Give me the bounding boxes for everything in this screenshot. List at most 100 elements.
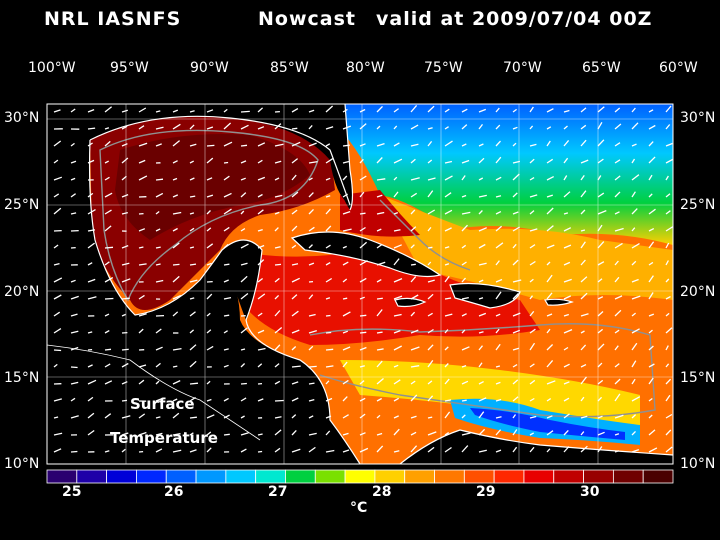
wind-vector xyxy=(342,125,352,130)
wind-vector xyxy=(325,365,334,368)
wind-vector xyxy=(580,107,587,113)
wind-vector xyxy=(87,159,95,164)
wind-vector xyxy=(274,123,282,130)
wind-vector xyxy=(580,276,588,283)
wind-vector xyxy=(410,365,420,368)
wind-vector xyxy=(495,381,501,385)
land-mexico-central-america xyxy=(47,104,360,464)
model-name: NRL IASNFS xyxy=(44,8,182,30)
wind-vector xyxy=(614,242,623,249)
wind-vector xyxy=(223,348,229,351)
wind-vector xyxy=(614,159,621,164)
wind-vector xyxy=(563,109,570,113)
wind-vector xyxy=(546,430,554,436)
wind-vector xyxy=(648,174,653,181)
wind-vector xyxy=(274,326,283,334)
wind-vector xyxy=(138,313,147,317)
wind-vector xyxy=(495,225,503,232)
wind-vector xyxy=(563,139,570,147)
wind-vector xyxy=(138,159,146,164)
wind-vector xyxy=(104,246,114,249)
wind-vector xyxy=(121,211,128,215)
wind-vector xyxy=(665,142,673,147)
wind-vector xyxy=(189,160,194,164)
wind-vector xyxy=(512,414,517,419)
wind-vector xyxy=(580,344,587,351)
wind-vector xyxy=(410,294,419,300)
wind-vector xyxy=(461,313,467,317)
wind-vector xyxy=(240,292,249,300)
wind-vector xyxy=(546,398,552,402)
wind-vector xyxy=(410,380,416,385)
wind-vector xyxy=(580,292,588,300)
wind-vector xyxy=(529,125,534,130)
wind-vector xyxy=(529,210,535,215)
wind-vector xyxy=(444,209,453,215)
wind-vector xyxy=(665,345,669,351)
wind-vector xyxy=(478,362,483,368)
wind-vector xyxy=(444,263,450,266)
wind-vector xyxy=(240,275,248,283)
wind-vector xyxy=(223,192,232,198)
wind-vector xyxy=(53,109,61,113)
wind-vector xyxy=(631,328,640,334)
atlantic-cool-water xyxy=(340,104,673,245)
wind-vector xyxy=(631,158,636,164)
wind-vector xyxy=(257,159,263,164)
wind-vector xyxy=(121,297,130,300)
wind-vector xyxy=(512,160,521,164)
wind-vector xyxy=(478,177,484,181)
wind-vector xyxy=(325,277,333,283)
wind-vector xyxy=(597,139,605,147)
wind-vector xyxy=(597,192,605,198)
wind-vector xyxy=(495,313,501,317)
wind-vector xyxy=(580,445,588,453)
wind-vector xyxy=(240,363,246,368)
wind-vector xyxy=(87,209,96,215)
wind-vector xyxy=(461,211,471,215)
wind-vector xyxy=(393,295,403,300)
wind-vector xyxy=(495,278,503,283)
wind-vector xyxy=(155,210,160,215)
wind-vector xyxy=(410,346,420,351)
wind-vector xyxy=(410,124,419,130)
wind-vector xyxy=(461,364,467,368)
wind-vector xyxy=(325,314,331,317)
wind-vector xyxy=(223,141,233,147)
wind-vector xyxy=(257,293,266,300)
lat-tick-label: 20°N xyxy=(680,284,716,300)
wind-vector xyxy=(461,194,467,198)
wind-vector xyxy=(529,244,536,249)
wind-vector xyxy=(172,380,181,385)
wind-vector xyxy=(189,344,197,351)
wind-vector xyxy=(376,125,381,130)
wind-vector xyxy=(410,329,419,334)
land-us-gulf-coast xyxy=(47,104,350,205)
wind-vector xyxy=(444,140,453,147)
wind-vector xyxy=(410,263,416,266)
wind-vector xyxy=(563,227,572,232)
wind-vector xyxy=(495,416,502,419)
wind-vector xyxy=(257,277,263,283)
wind-vector xyxy=(325,262,331,266)
wind-vector xyxy=(614,227,624,232)
wind-vector xyxy=(274,277,280,283)
wind-vector xyxy=(512,108,517,113)
wind-vector xyxy=(410,415,417,419)
wind-vector xyxy=(308,192,314,198)
wind-vector xyxy=(53,349,62,352)
wind-vector xyxy=(478,397,487,402)
wind-vector xyxy=(631,243,640,249)
wind-vector xyxy=(359,212,366,215)
wind-vector xyxy=(240,110,250,113)
wind-vector xyxy=(223,364,229,368)
map-gridlines xyxy=(47,104,673,464)
wind-vector xyxy=(665,124,671,130)
wind-vector xyxy=(257,363,263,368)
wind-vector xyxy=(614,414,624,419)
wind-vector xyxy=(342,193,348,198)
wind-vector xyxy=(138,228,146,232)
colorbar-swatch xyxy=(553,469,584,484)
wind-vector xyxy=(563,278,572,283)
lat-tick-label: 30°N xyxy=(680,110,716,126)
